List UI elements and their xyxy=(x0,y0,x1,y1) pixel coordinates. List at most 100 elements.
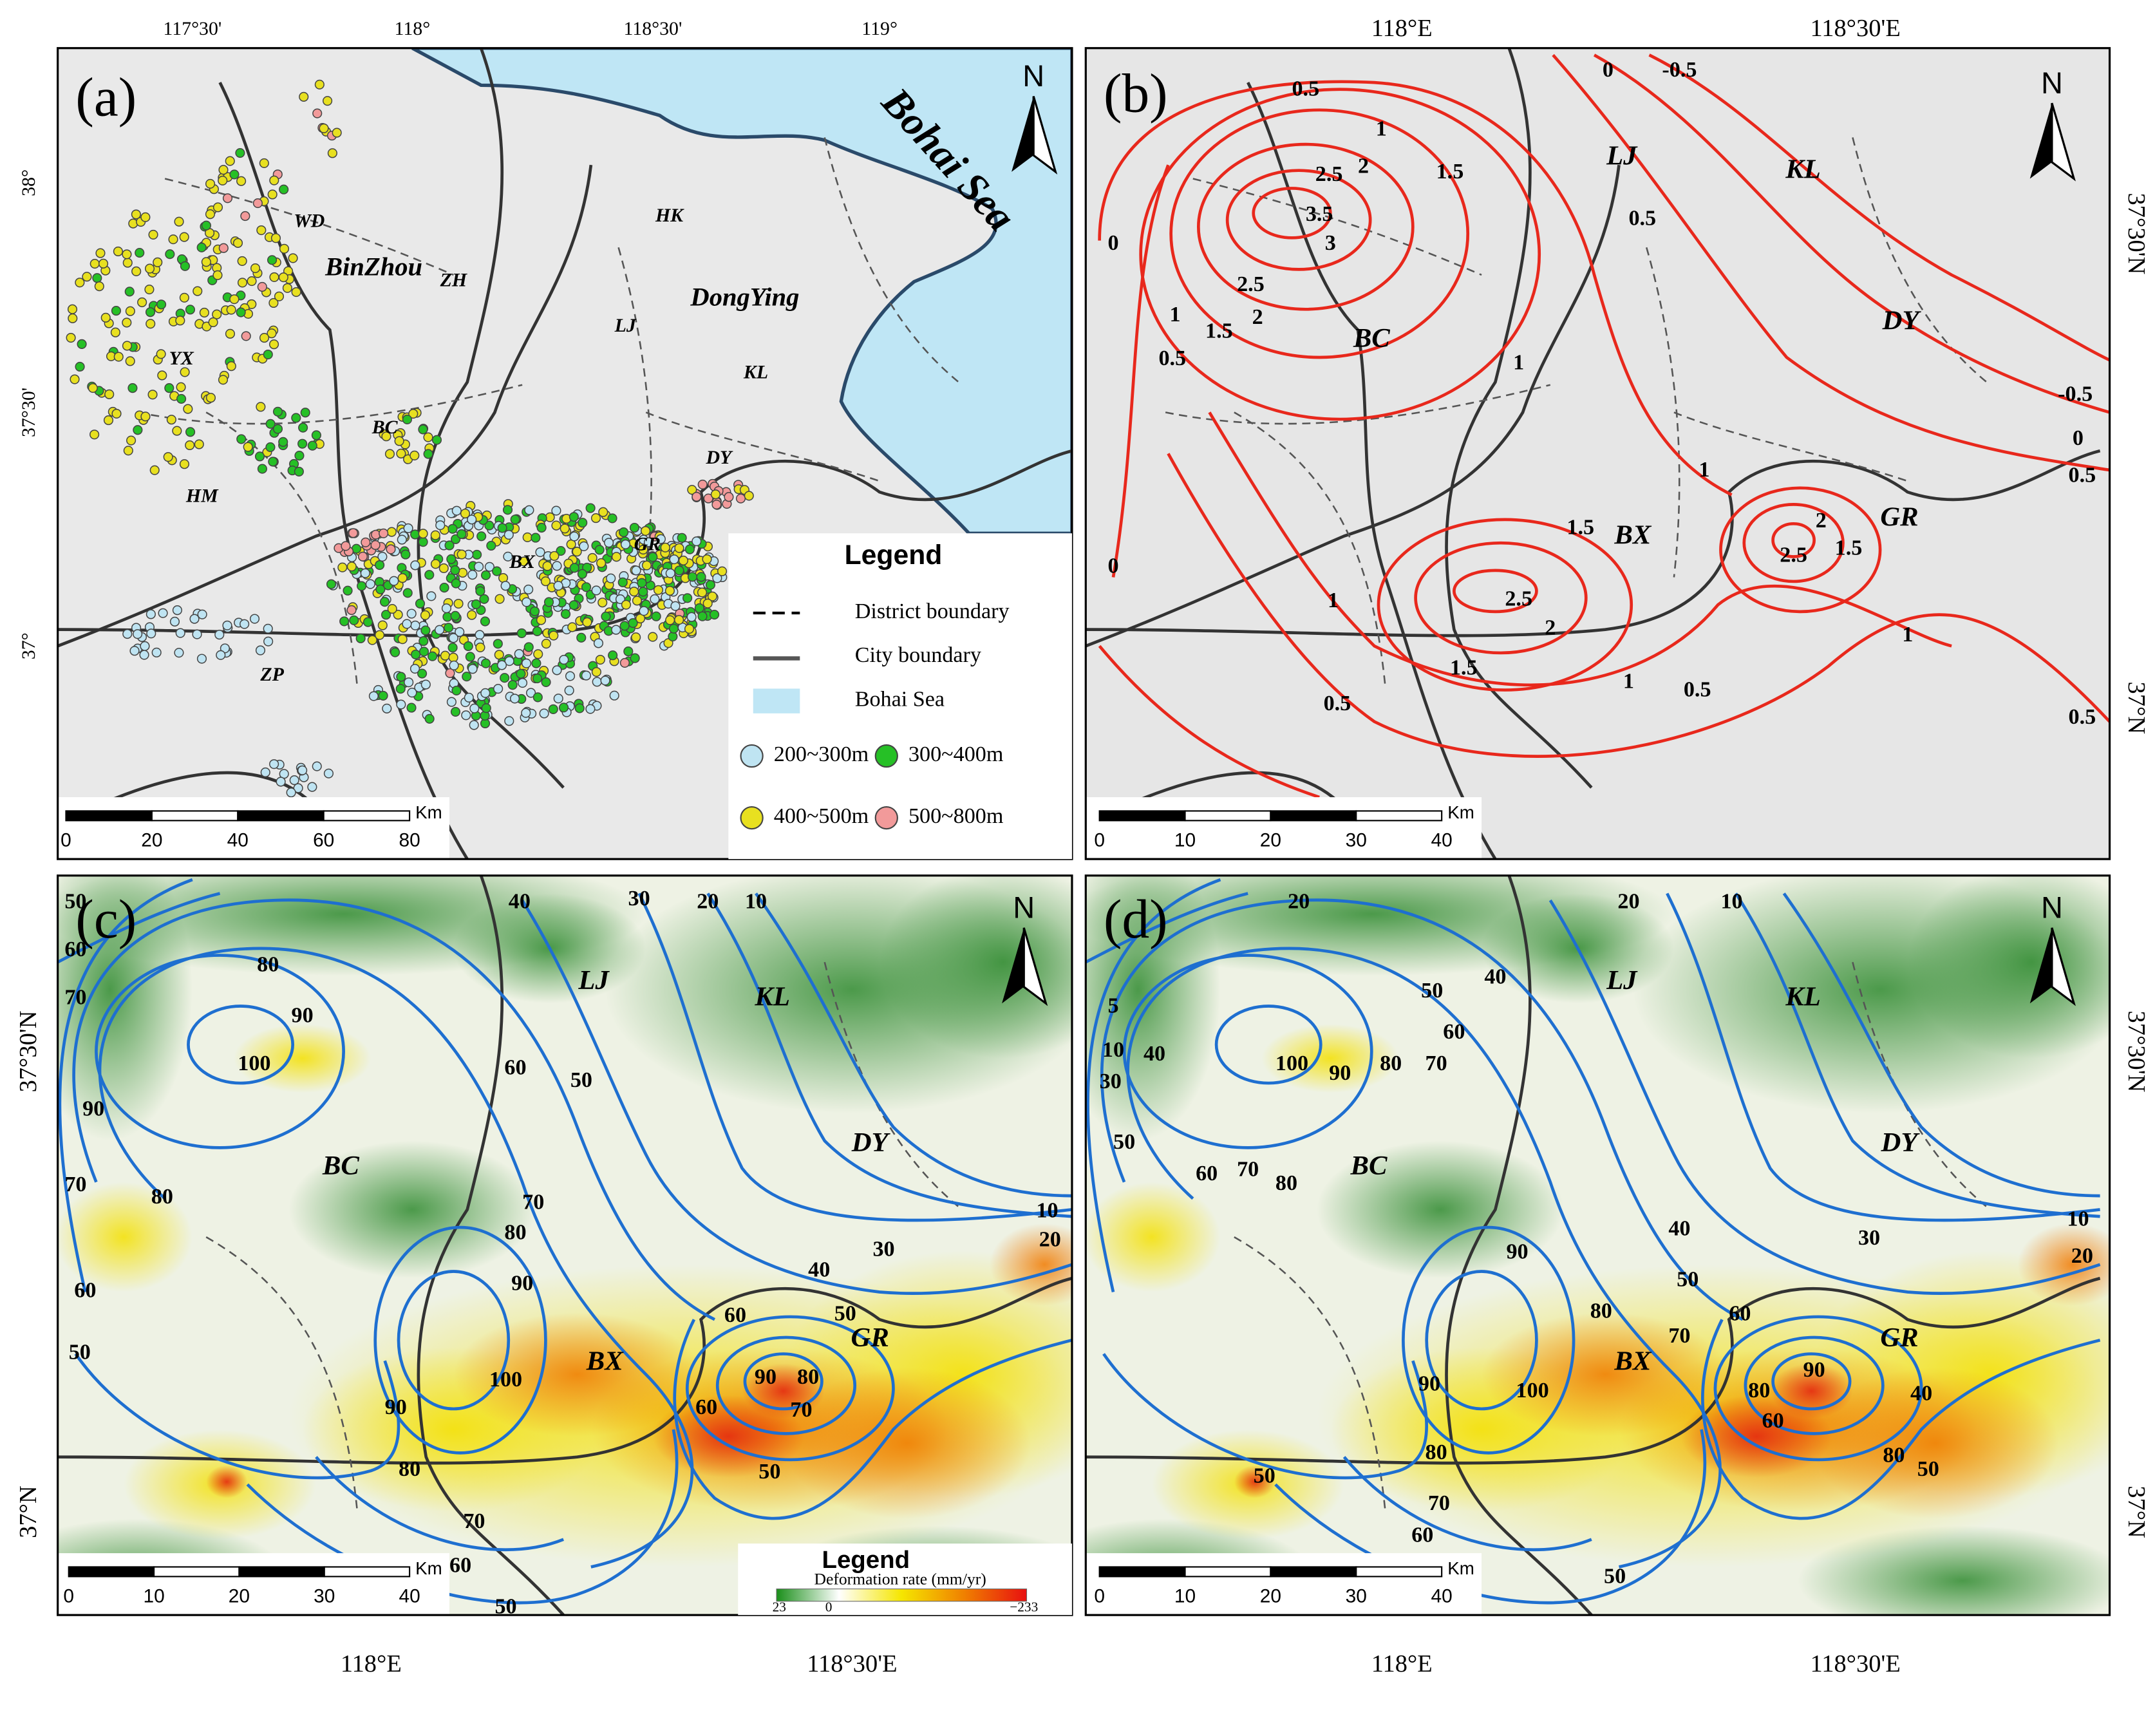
city-boundary xyxy=(1086,164,1621,648)
well-point xyxy=(449,660,459,670)
well-point xyxy=(397,634,408,645)
scale-segment xyxy=(1184,810,1272,822)
contour-label: 2 xyxy=(1545,616,1556,639)
coordinate-label: 118°E xyxy=(1371,1650,1433,1677)
place-name: BC xyxy=(372,417,399,438)
well-point xyxy=(125,356,135,366)
well-point xyxy=(598,507,608,517)
well-point xyxy=(595,654,605,665)
well-point xyxy=(201,257,211,267)
coordinate-label: 37°N xyxy=(2123,682,2150,735)
well-point xyxy=(709,609,720,620)
well-point xyxy=(494,594,505,604)
well-point xyxy=(552,561,562,571)
well-point xyxy=(180,367,190,377)
well-point xyxy=(430,559,441,569)
well-point xyxy=(682,593,693,603)
well-point xyxy=(418,537,428,547)
contour-label: 80 xyxy=(1883,1444,1905,1467)
well-point xyxy=(222,193,233,203)
contour-label: 60 xyxy=(1443,1020,1465,1044)
contour-line xyxy=(1098,80,1733,496)
well-point xyxy=(205,393,216,403)
contour-label: 100 xyxy=(489,1368,522,1392)
contour-label: 50 xyxy=(834,1302,856,1326)
well-point xyxy=(521,708,531,718)
well-point xyxy=(144,284,155,295)
well-point xyxy=(450,565,460,576)
city-boundary xyxy=(57,1276,1072,1465)
coordinate-label: 119° xyxy=(861,18,898,39)
well-point xyxy=(240,619,250,629)
well-point xyxy=(88,382,98,393)
well-point xyxy=(630,653,640,663)
well-point xyxy=(226,305,236,315)
well-point xyxy=(655,534,666,544)
well-point xyxy=(493,639,503,649)
scale-label: 0 xyxy=(1094,829,1105,851)
well-point xyxy=(471,599,482,609)
place-name: BC xyxy=(1350,1151,1388,1181)
contour-line xyxy=(673,1319,1072,1520)
contour-label: 10 xyxy=(745,889,767,913)
legend-box xyxy=(738,1543,1072,1616)
well-point xyxy=(218,375,229,385)
coordinate-label: 37°30'N xyxy=(15,1011,42,1093)
well-point xyxy=(576,632,587,643)
scale-label: 20 xyxy=(229,1585,250,1607)
well-point xyxy=(196,654,207,664)
contour-label: 40 xyxy=(1668,1216,1690,1240)
contour-label: 50 xyxy=(570,1068,592,1092)
contour-label: 90 xyxy=(292,1003,314,1027)
well-point xyxy=(386,527,397,537)
contour-line xyxy=(1782,892,2100,1198)
well-point xyxy=(581,582,592,592)
contour-label: 0.5 xyxy=(1628,206,1656,230)
well-point xyxy=(166,415,176,425)
contour-label: 50 xyxy=(69,1340,91,1364)
contour-label: 0.5 xyxy=(1684,678,1711,702)
contour-label: 1 xyxy=(1623,670,1634,693)
contour-label: 1 xyxy=(1376,117,1387,141)
well-point xyxy=(717,566,728,576)
district-boundary xyxy=(1234,1236,1386,1513)
well-point xyxy=(274,291,285,301)
north-arrow xyxy=(1022,927,1048,1006)
contour-label: 80 xyxy=(504,1221,526,1245)
legend-symbol xyxy=(740,744,764,768)
scale-segment xyxy=(151,810,239,822)
contour-line xyxy=(95,954,345,1149)
well-point xyxy=(591,585,601,596)
well-point xyxy=(214,630,225,640)
legend-symbol xyxy=(753,688,800,713)
scale-segment xyxy=(1098,810,1186,822)
well-point xyxy=(476,531,487,542)
well-point xyxy=(332,127,342,138)
scale-label: 20 xyxy=(141,829,162,851)
place-name: KL xyxy=(743,361,768,382)
well-point xyxy=(185,440,195,451)
well-point xyxy=(426,591,437,601)
well-point xyxy=(639,606,649,616)
well-point xyxy=(70,374,80,384)
well-point xyxy=(375,560,385,571)
well-point xyxy=(133,629,143,639)
coordinate-label: 37°30'N xyxy=(2123,1011,2150,1093)
contour-label: 20 xyxy=(1039,1227,1061,1251)
legend-symbol xyxy=(740,806,764,830)
well-point xyxy=(551,520,561,531)
city-boundary xyxy=(1445,48,1593,789)
well-point xyxy=(298,422,308,433)
contour-label: 80 xyxy=(1275,1171,1297,1195)
well-point xyxy=(665,568,675,578)
deformation-area xyxy=(1086,1182,1221,1292)
well-point xyxy=(609,690,619,701)
district-boundary xyxy=(1192,178,1482,276)
contour-line xyxy=(1734,892,2100,1218)
well-point xyxy=(445,668,455,678)
well-point xyxy=(307,782,317,792)
well-point xyxy=(158,608,168,618)
well-point xyxy=(192,629,202,639)
well-point xyxy=(250,263,261,274)
